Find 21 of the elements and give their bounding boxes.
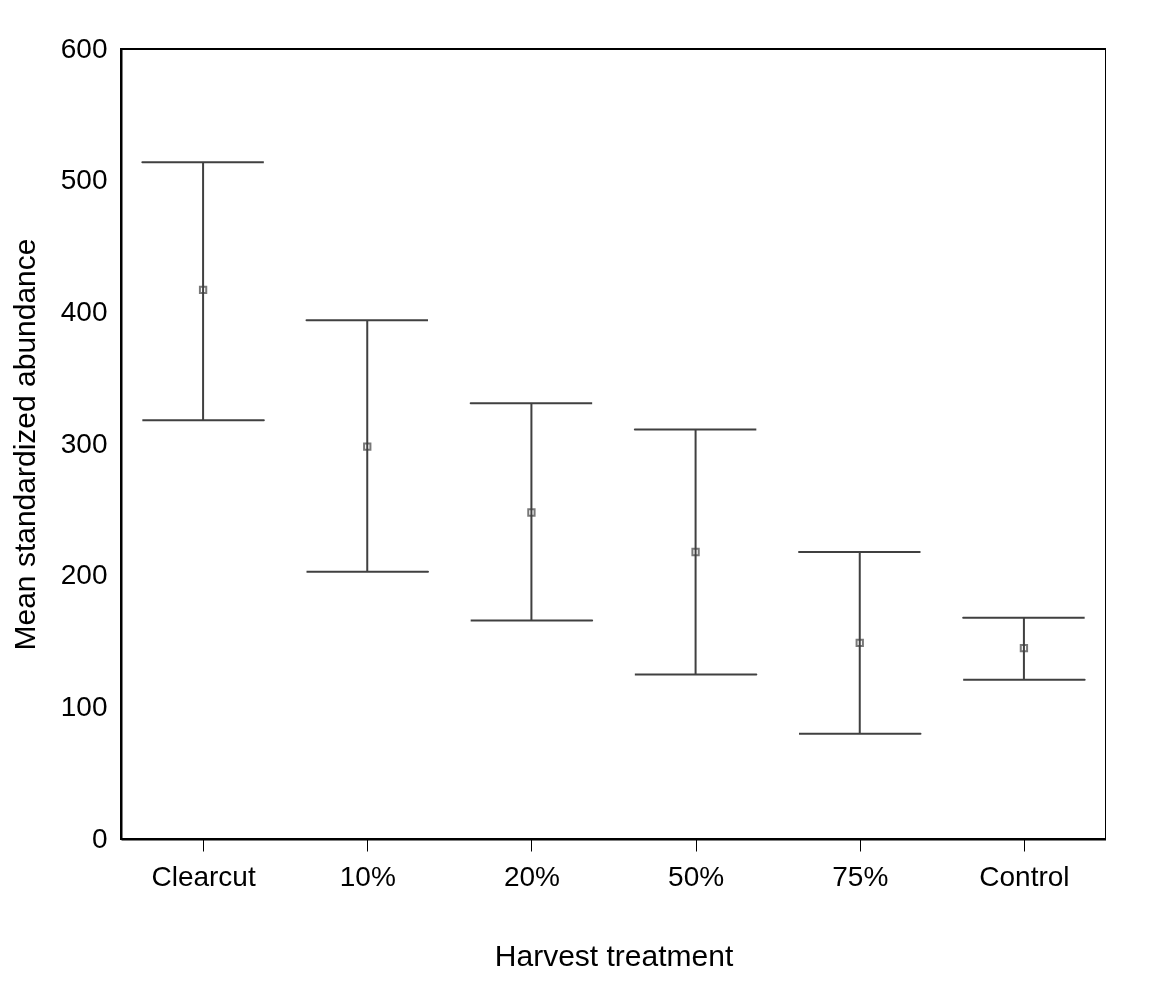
x-tick-label: 20% xyxy=(503,860,560,892)
x-axis-title: Harvest treatment xyxy=(494,938,734,972)
x-tick-label: Control xyxy=(979,860,1070,892)
x-tick-label: Clearcut xyxy=(151,860,256,892)
point xyxy=(363,442,372,451)
y-tick-label: 100 xyxy=(60,690,108,722)
point xyxy=(691,547,700,557)
point xyxy=(855,638,864,647)
y-tick-label: 600 xyxy=(60,32,108,64)
y-tick-label: 0 xyxy=(91,822,108,854)
point xyxy=(527,508,536,517)
y-tick-label: 200 xyxy=(60,559,108,591)
y-tick-label: 300 xyxy=(60,427,108,459)
y-tick-label: 500 xyxy=(60,164,108,196)
y-axis-title: Mean standardized abundance xyxy=(7,238,41,651)
point xyxy=(198,285,208,295)
x-tick-label: 75% xyxy=(832,860,889,892)
point xyxy=(1019,643,1029,653)
x-tick-label: 10% xyxy=(339,860,396,892)
y-tick-label: 400 xyxy=(60,295,108,327)
x-tick-label: 50% xyxy=(668,860,725,892)
